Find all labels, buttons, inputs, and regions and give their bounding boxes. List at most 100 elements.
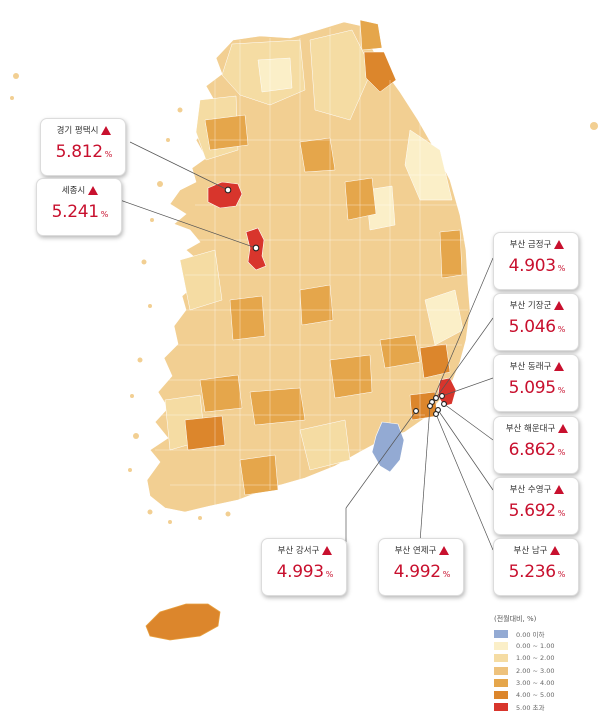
region-c3-4 xyxy=(344,177,377,221)
legend-item: 5.00 초과 xyxy=(494,701,604,713)
callout-busan-haeundae: 부산 해운대구 6.862% xyxy=(493,416,579,474)
legend-item: 3.00 ~ 4.00 xyxy=(494,677,604,689)
marker-dongnae xyxy=(439,393,445,399)
callout-value: 5.692 xyxy=(508,501,556,521)
geoje-island xyxy=(371,421,405,473)
callout-label: 경기 평택시 xyxy=(56,126,99,136)
legend-label: 4.00 ~ 5.00 xyxy=(516,691,555,700)
region-c3-4 xyxy=(299,284,334,326)
callout-unit: % xyxy=(104,150,113,159)
legend-label: 2.00 ~ 3.00 xyxy=(516,666,555,675)
callout-value: 6.862 xyxy=(508,440,556,460)
callout-value: 4.992 xyxy=(393,562,441,582)
callout-busan-dongnae: 부산 동래구 5.095% xyxy=(493,354,579,412)
callout-unit: % xyxy=(442,570,451,579)
callout-busan-suyeong: 부산 수영구 5.692% xyxy=(493,477,579,535)
up-triangle-icon xyxy=(550,545,561,555)
callout-label: 부산 연제구 xyxy=(394,546,437,556)
callout-unit: % xyxy=(325,570,334,579)
callout-label: 부산 남구 xyxy=(513,546,548,556)
callout-busan-geumjeong: 부산 금정구 4.903% xyxy=(493,232,579,290)
callout-unit: % xyxy=(557,325,566,334)
up-triangle-icon xyxy=(558,423,569,433)
legend-label: 5.00 초과 xyxy=(516,704,545,713)
callout-unit: % xyxy=(100,210,109,219)
up-triangle-icon xyxy=(88,185,99,195)
callout-gyeonggi-pyeongtaek: 경기 평택시 5.812% xyxy=(40,118,126,176)
callout-busan-gangseo: 부산 강서구 4.993% xyxy=(261,538,347,596)
region-c0-1 xyxy=(424,289,464,346)
legend-item: 2.00 ~ 3.00 xyxy=(494,665,604,677)
callout-busan-gijang: 부산 기장군 5.046% xyxy=(493,293,579,351)
callout-label: 부산 기장군 xyxy=(509,301,552,311)
legend: (전월대비, %) 0.00 이하 0.00 ~ 1.00 1.00 ~ 2.0… xyxy=(494,614,604,713)
up-triangle-icon xyxy=(322,545,333,555)
callout-label: 부산 수영구 xyxy=(509,485,552,495)
region-c3-4 xyxy=(329,354,373,399)
callout-value: 4.993 xyxy=(276,562,324,582)
legend-swatch xyxy=(494,642,508,651)
region-c3-4 xyxy=(249,387,306,426)
jeju-island xyxy=(145,603,221,641)
coastal-islets xyxy=(10,73,598,524)
legend-item: 0.00 이하 xyxy=(494,628,604,640)
leader-lines xyxy=(119,141,494,565)
marker-yeonje xyxy=(427,403,433,409)
callout-value: 5.236 xyxy=(508,562,556,582)
callout-value: 5.046 xyxy=(508,317,556,337)
callout-label: 부산 강서구 xyxy=(277,546,320,556)
region-c4-5 xyxy=(184,415,226,451)
region-c3-4 xyxy=(199,374,243,413)
marker-haeundae xyxy=(441,401,447,407)
pyeongtaek-region xyxy=(207,181,243,209)
callout-value: 5.241 xyxy=(51,202,99,222)
callout-unit: % xyxy=(557,264,566,273)
up-triangle-icon xyxy=(439,545,450,555)
marker-gangseo xyxy=(413,408,419,414)
marker-pyeongtaek xyxy=(224,186,232,194)
region-c1-2 xyxy=(179,249,223,311)
marker-gijang xyxy=(433,395,439,401)
region-c4-5 xyxy=(419,343,451,379)
legend-swatch xyxy=(494,630,508,639)
up-triangle-icon xyxy=(554,300,565,310)
callout-busan-nam: 부산 남구 5.236% xyxy=(493,538,579,596)
district-boundaries xyxy=(155,24,468,505)
region-c0-1 xyxy=(257,57,293,93)
up-triangle-icon xyxy=(554,239,565,249)
callout-value: 5.812 xyxy=(55,142,103,162)
callout-label: 부산 금정구 xyxy=(509,240,552,250)
region-c4-5 xyxy=(409,391,438,421)
legend-label: 3.00 ~ 4.00 xyxy=(516,678,555,687)
up-triangle-icon xyxy=(101,125,112,135)
legend-label: 0.00 이하 xyxy=(516,631,545,640)
callout-unit: % xyxy=(557,386,566,395)
region-c3-4 xyxy=(359,19,383,51)
callout-unit: % xyxy=(557,570,566,579)
callout-unit: % xyxy=(557,448,566,457)
legend-swatch xyxy=(494,654,508,663)
callout-sejong: 세종시 5.241% xyxy=(36,178,122,236)
callout-label: 부산 해운대구 xyxy=(505,424,556,434)
legend-item: 0.00 ~ 1.00 xyxy=(494,640,604,652)
region-c3-4 xyxy=(379,334,421,369)
region-c3-4 xyxy=(439,229,463,279)
callout-label: 부산 동래구 xyxy=(509,362,552,372)
callout-unit: % xyxy=(557,509,566,518)
up-triangle-icon xyxy=(554,484,565,494)
region-c0-1 xyxy=(404,129,453,201)
callout-value: 4.903 xyxy=(508,256,556,276)
region-c4-5 xyxy=(363,51,397,93)
legend-swatch xyxy=(494,678,508,687)
callout-busan-yeonje: 부산 연제구 4.992% xyxy=(378,538,464,596)
legend-item: 1.00 ~ 2.00 xyxy=(494,652,604,664)
callout-value: 5.095 xyxy=(508,378,556,398)
region-c3-4 xyxy=(229,295,266,341)
region-tints xyxy=(164,19,464,496)
region-c3-4 xyxy=(299,137,336,173)
marker-nam xyxy=(433,411,439,417)
legend-item: 4.00 ~ 5.00 xyxy=(494,689,604,701)
legend-label: 1.00 ~ 2.00 xyxy=(516,654,555,663)
legend-title: (전월대비, %) xyxy=(494,615,537,623)
